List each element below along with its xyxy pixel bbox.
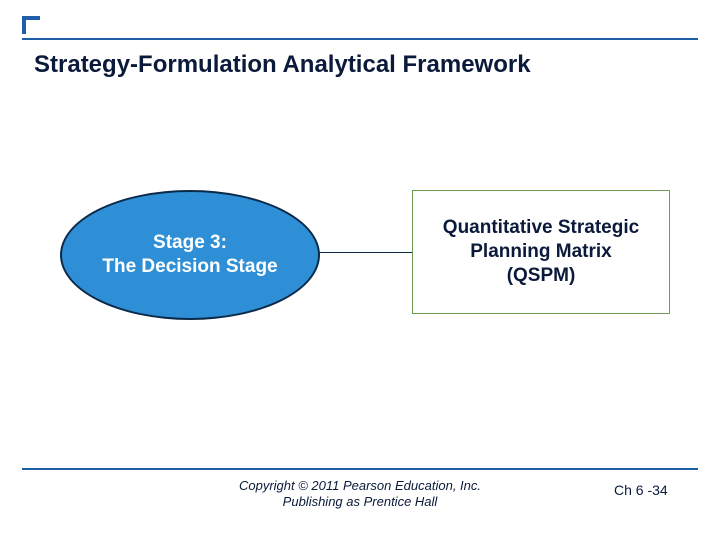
copyright-line2: Publishing as Prentice Hall [283,494,438,509]
node-stage3-line1: Stage 3: [153,232,227,253]
footer-rule [22,468,698,470]
node-qspm-line2: Planning Matrix [470,241,611,262]
node-stage3: Stage 3: The Decision Stage [60,190,320,320]
node-stage3-line2: The Decision Stage [102,256,277,277]
corner-accent [22,16,40,34]
diagram-canvas: Stage 3: The Decision Stage Quantitative… [0,180,720,380]
copyright-text: Copyright © 2011 Pearson Education, Inc.… [0,478,720,511]
node-stage3-label: Stage 3: The Decision Stage [102,231,277,279]
copyright-line1: Copyright © 2011 Pearson Education, Inc. [239,478,481,493]
slide-title: Strategy-Formulation Analytical Framewor… [34,50,680,80]
title-rule [22,38,698,40]
node-qspm-line1: Quantitative Strategic [443,217,639,238]
node-qspm-label: Quantitative Strategic Planning Matrix (… [443,216,639,287]
node-qspm-line3: (QSPM) [507,265,576,286]
page-number: Ch 6 -34 [614,482,668,498]
connector-stage3-qspm [318,252,412,253]
node-qspm: Quantitative Strategic Planning Matrix (… [412,190,670,314]
